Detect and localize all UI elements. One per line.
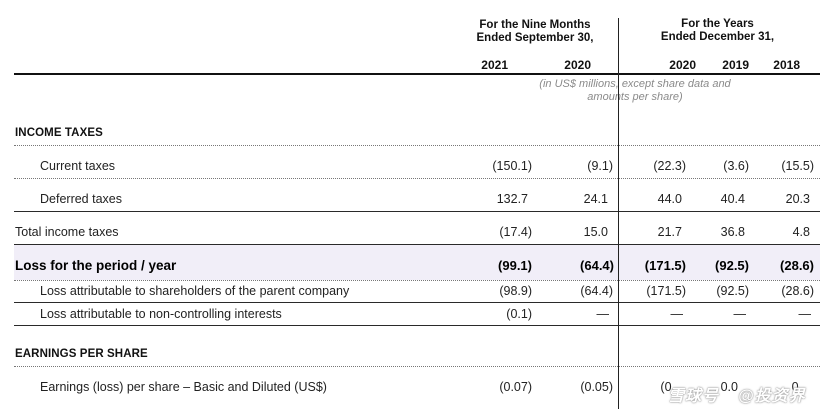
year-2019: 2019 (722, 58, 749, 72)
row-label-current-taxes: Current taxes (40, 159, 116, 173)
row-label-total-income-taxes: Total income taxes (15, 225, 119, 239)
row-value: (15.5) (781, 159, 814, 173)
row-value: (0.07) (499, 380, 532, 394)
row-value: (3.6) (723, 159, 749, 173)
row-value: (22.3) (653, 159, 686, 173)
section-income-taxes: INCOME TAXES (15, 127, 103, 139)
row-value: 40.4 (720, 192, 745, 206)
row-value: 0.0 (720, 380, 738, 394)
row-value: 36.8 (720, 225, 745, 239)
watermark-touzijie: @投资界 (738, 388, 806, 405)
row-value: (92.5) (715, 258, 749, 273)
row-value: (64.4) (580, 284, 613, 298)
row-value: 24.1 (583, 192, 608, 206)
row-value: 4.8 (792, 225, 810, 239)
units-note-line2: amounts per share) (587, 91, 683, 103)
divider (14, 211, 820, 212)
divider (14, 366, 820, 367)
row-value: 15.0 (583, 225, 608, 239)
row-value: 0. (791, 380, 802, 394)
row-value: (98.9) (499, 284, 532, 298)
row-value: (99.1) (498, 258, 532, 273)
divider (14, 145, 820, 146)
units-note-line1: (in US$ millions, except share data and (539, 78, 731, 90)
row-value: — (596, 307, 610, 321)
row-value: (9.1) (587, 159, 613, 173)
row-value: (171.5) (644, 258, 686, 273)
watermark-xueqiu: 雪球号 (668, 388, 720, 405)
row-value: (64.4) (580, 258, 614, 273)
row-value: 20.3 (785, 192, 810, 206)
row-label-loss-for-period: Loss for the period / year (15, 258, 177, 273)
divider (14, 244, 820, 245)
column-group-separator (618, 18, 619, 409)
header-rule (14, 73, 820, 75)
row-value: 21.7 (657, 225, 682, 239)
row-label-deferred-taxes: Deferred taxes (40, 192, 122, 206)
header-years: For the Years Ended December 31, (635, 18, 800, 44)
row-value: — (670, 307, 684, 321)
row-value: (28.6) (781, 284, 814, 298)
divider (14, 325, 820, 326)
header-nine-months: For the Nine Months Ended September 30, (455, 19, 615, 45)
row-value: (0. (660, 380, 675, 394)
row-value: — (733, 307, 747, 321)
year-2020-nine: 2020 (564, 58, 591, 72)
row-label-loss-shareholders: Loss attributable to shareholders of the… (40, 284, 350, 298)
row-value: 44.0 (657, 192, 682, 206)
row-value: (0.1) (506, 307, 532, 321)
section-earnings-per-share: EARNINGS PER SHARE (15, 348, 148, 360)
header-years-line2: Ended December 31, (660, 31, 775, 43)
year-2020: 2020 (669, 58, 696, 72)
row-value: — (798, 307, 812, 321)
divider (14, 178, 820, 179)
row-value: 132.7 (496, 192, 528, 206)
header-nine-months-line2: Ended September 30, (476, 32, 594, 44)
header-nine-months-line1: For the Nine Months (479, 19, 591, 31)
row-value: (17.4) (499, 225, 532, 239)
divider (14, 280, 820, 281)
row-value: (28.6) (780, 258, 814, 273)
row-label-eps: Earnings (loss) per share – Basic and Di… (40, 380, 327, 394)
row-label-loss-non-controlling: Loss attributable to non-controlling int… (40, 307, 282, 321)
row-value: (92.5) (716, 284, 749, 298)
units-note: (in US$ millions, except share data and … (520, 78, 750, 104)
divider (14, 302, 820, 303)
header-years-line1: For the Years (681, 18, 754, 30)
year-2021: 2021 (481, 58, 508, 72)
row-value: (0.05) (580, 380, 613, 394)
row-value: (171.5) (646, 284, 686, 298)
row-value: (150.1) (492, 159, 532, 173)
highlight-band (14, 245, 820, 280)
year-2018: 2018 (773, 58, 800, 72)
